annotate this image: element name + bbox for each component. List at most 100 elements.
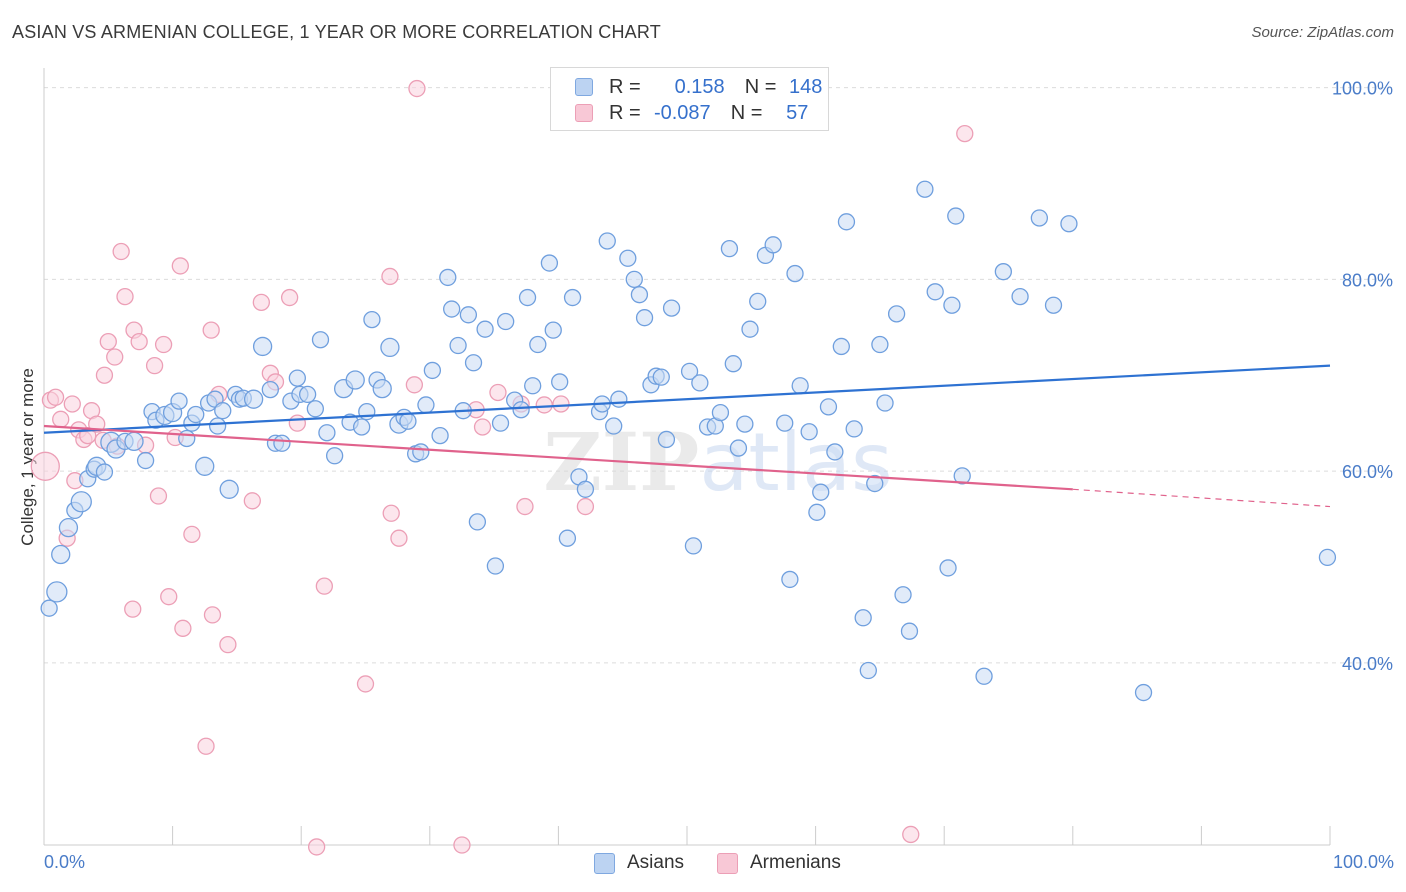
asian-trend-line	[43, 364, 1331, 434]
asian-point	[975, 667, 993, 685]
asian-point	[724, 355, 742, 373]
legend-r-label: R =	[609, 75, 641, 98]
asian-point	[443, 300, 461, 318]
asian-point	[871, 335, 889, 354]
legend-n-label: N =	[744, 75, 777, 98]
asian-point	[273, 434, 291, 452]
armenian-point	[160, 588, 178, 606]
armenian-point	[171, 257, 189, 275]
asian-point	[926, 283, 944, 301]
asian-point	[325, 447, 344, 465]
y-tick-label: 100.0%	[1332, 79, 1393, 99]
legend-n-value: 148	[789, 75, 823, 98]
asian-point	[529, 335, 547, 354]
armenian-point	[473, 418, 492, 436]
legend-item-asians[interactable]: Asians	[594, 852, 684, 874]
series-legend: Asians Armenians	[0, 852, 1406, 878]
asian-point	[1044, 296, 1063, 314]
armenian-point	[46, 388, 65, 406]
asian-point	[791, 377, 809, 395]
asian-point	[243, 389, 264, 409]
armenian-point	[183, 525, 201, 544]
asian-point	[605, 417, 623, 435]
asian-point	[464, 354, 483, 372]
legend-item-armenians[interactable]: Armenians	[717, 852, 841, 874]
armenian-point	[552, 395, 570, 413]
legend-label-asians: Asians	[627, 852, 685, 873]
asian-point	[551, 373, 569, 391]
armenian-point	[130, 333, 148, 351]
asian-point	[208, 417, 227, 435]
asian-point	[610, 390, 628, 408]
armenian-point	[243, 492, 261, 510]
asian-point	[630, 286, 649, 304]
armenian-point	[489, 383, 507, 402]
asian-point	[764, 236, 782, 254]
asian-point	[136, 451, 155, 470]
asian-point	[741, 320, 759, 338]
asian-point	[691, 374, 709, 392]
asian-point	[1134, 683, 1153, 702]
asian-point	[170, 392, 188, 410]
armenian-point	[116, 287, 134, 306]
armenian-point	[453, 836, 471, 854]
chart-source: Source: ZipAtlas.com	[1251, 24, 1394, 41]
asian-point	[808, 503, 826, 521]
asian-point	[1030, 209, 1049, 227]
asian-point	[662, 299, 681, 317]
asian-point	[195, 456, 215, 476]
armenian-point	[154, 335, 173, 354]
asian-point	[306, 400, 324, 418]
armenian-point	[535, 396, 553, 414]
asian-point	[51, 544, 71, 565]
asian-point	[518, 288, 537, 307]
asian-point	[95, 463, 114, 481]
asian-point	[876, 394, 894, 412]
asian-point	[729, 439, 748, 457]
y-tick-label: 80.0%	[1342, 270, 1393, 290]
asian-point	[187, 405, 205, 424]
asian-point	[1060, 215, 1078, 233]
asian-point	[352, 418, 371, 436]
armenian-point	[63, 395, 81, 413]
asian-point	[943, 296, 961, 314]
armenian-point	[174, 619, 192, 637]
armenians-swatch-icon	[575, 104, 593, 122]
y-tick-label: 40.0%	[1342, 654, 1393, 674]
armenian-point	[280, 288, 299, 307]
asian-point	[288, 369, 306, 387]
asian-point	[576, 480, 595, 498]
armenian-point	[902, 825, 920, 844]
armenian-trend-line	[43, 424, 1073, 491]
asian-point	[900, 622, 919, 640]
armenian-point	[390, 529, 408, 547]
asians-swatch-icon	[594, 852, 615, 874]
asian-point	[1011, 287, 1029, 306]
armenian-point	[95, 366, 114, 384]
armenian-point	[307, 838, 326, 856]
asian-point	[657, 430, 676, 449]
asian-point	[318, 424, 336, 442]
asian-point	[412, 443, 430, 461]
asian-point	[625, 270, 643, 288]
asian-point	[711, 403, 730, 422]
armenian-trend-extension	[1072, 488, 1331, 508]
asian-point	[298, 385, 317, 404]
asian-point	[619, 249, 637, 267]
armenian-point	[52, 410, 70, 428]
armenian-point	[382, 504, 400, 522]
armenian-point	[203, 606, 222, 624]
legend-row-asians: R = 0.158 N = 148	[575, 75, 822, 99]
asian-point	[70, 491, 92, 513]
armenian-point	[145, 356, 164, 375]
asian-point	[124, 431, 144, 452]
asian-point	[512, 401, 530, 419]
asian-point	[468, 513, 487, 531]
asian-point	[781, 570, 799, 589]
asian-point	[786, 264, 804, 283]
asian-point	[439, 268, 457, 287]
asian-point	[652, 368, 670, 386]
asian-point	[252, 336, 273, 357]
legend-r-label: R =	[609, 101, 641, 124]
